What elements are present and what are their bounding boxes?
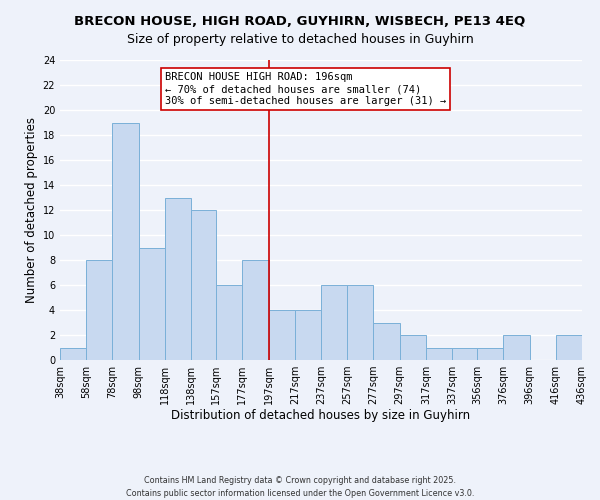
Bar xyxy=(373,322,400,360)
Bar xyxy=(269,310,295,360)
Text: Contains HM Land Registry data © Crown copyright and database right 2025.
Contai: Contains HM Land Registry data © Crown c… xyxy=(126,476,474,498)
Bar xyxy=(347,285,373,360)
X-axis label: Distribution of detached houses by size in Guyhirn: Distribution of detached houses by size … xyxy=(172,408,470,422)
Bar xyxy=(216,285,242,360)
Bar xyxy=(426,348,452,360)
Bar xyxy=(86,260,112,360)
Bar xyxy=(477,348,503,360)
Bar xyxy=(242,260,269,360)
Bar xyxy=(139,248,165,360)
Bar xyxy=(452,348,477,360)
Bar xyxy=(400,335,426,360)
Bar xyxy=(191,210,216,360)
Bar xyxy=(503,335,530,360)
Bar xyxy=(60,348,86,360)
Bar xyxy=(321,285,347,360)
Text: BRECON HOUSE HIGH ROAD: 196sqm
← 70% of detached houses are smaller (74)
30% of : BRECON HOUSE HIGH ROAD: 196sqm ← 70% of … xyxy=(165,72,446,106)
Bar xyxy=(295,310,321,360)
Text: BRECON HOUSE, HIGH ROAD, GUYHIRN, WISBECH, PE13 4EQ: BRECON HOUSE, HIGH ROAD, GUYHIRN, WISBEC… xyxy=(74,15,526,28)
Text: Size of property relative to detached houses in Guyhirn: Size of property relative to detached ho… xyxy=(127,32,473,46)
Y-axis label: Number of detached properties: Number of detached properties xyxy=(25,117,38,303)
Bar xyxy=(112,122,139,360)
Bar xyxy=(165,198,191,360)
Bar xyxy=(556,335,582,360)
